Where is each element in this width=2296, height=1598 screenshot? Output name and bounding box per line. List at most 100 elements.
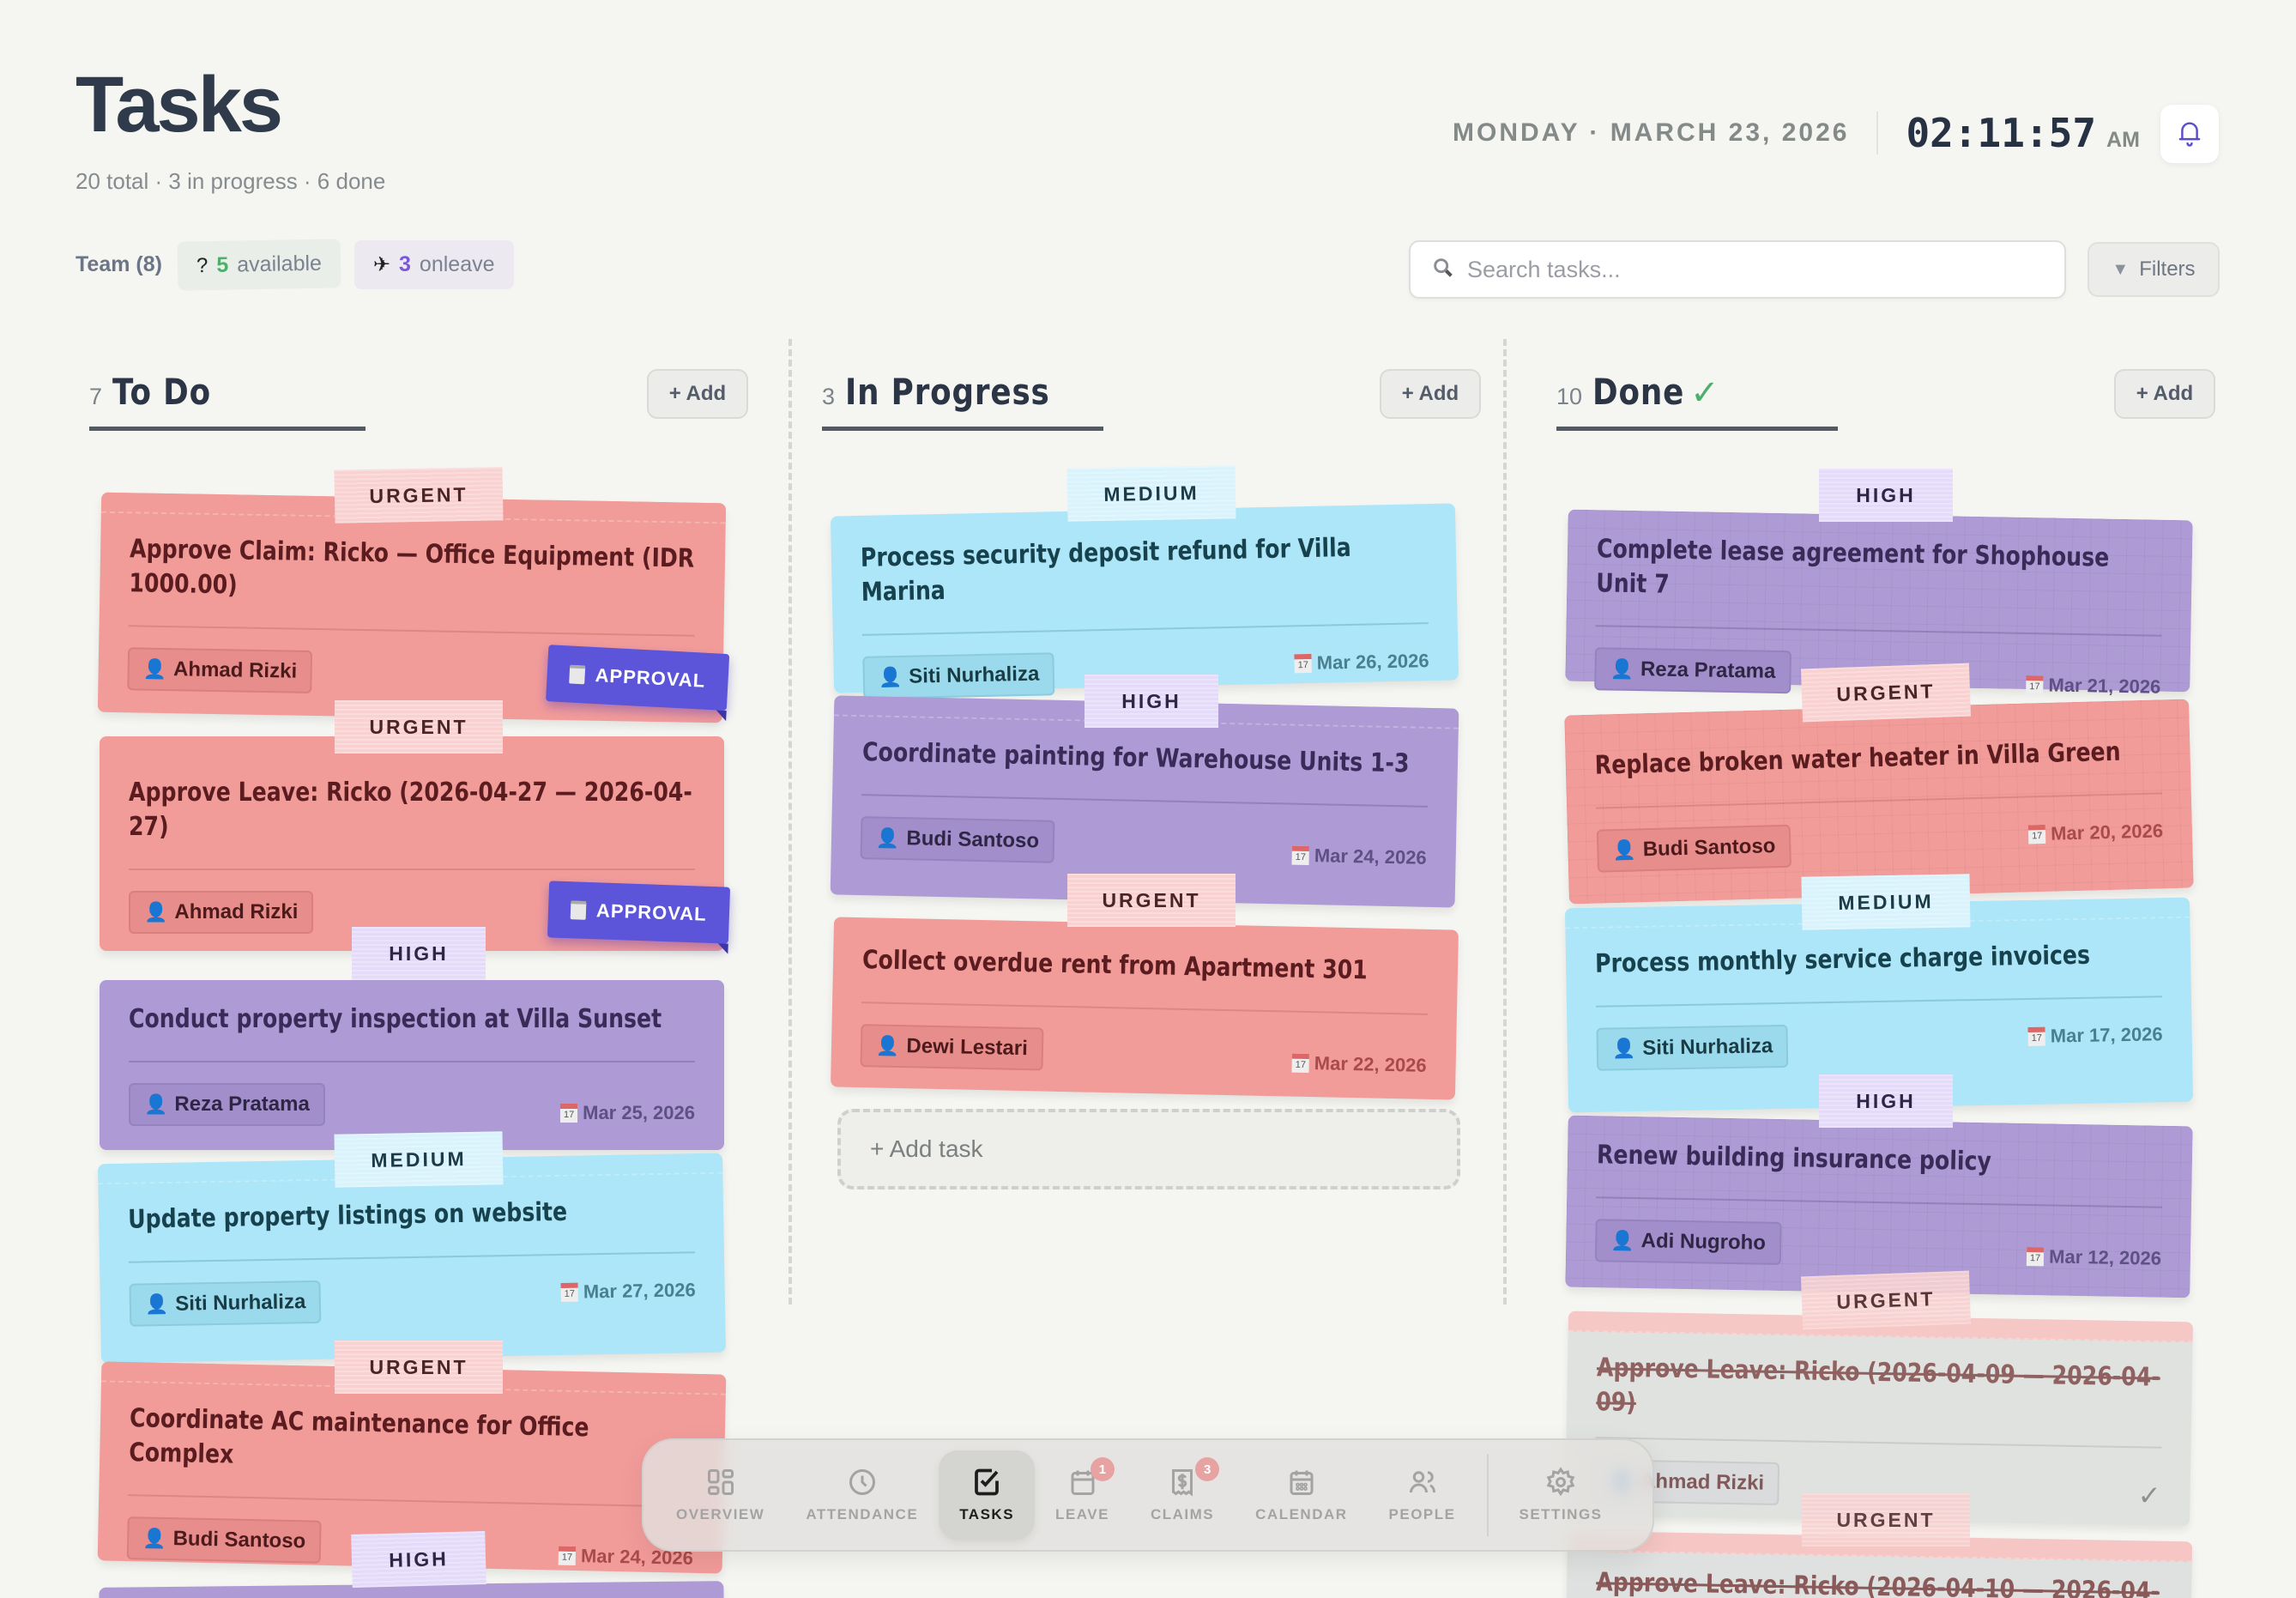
assignee-name: Adi Nugroho (1640, 1229, 1767, 1255)
task-card[interactable]: Collect overdue rent from Apartment 301 … (831, 917, 1459, 1100)
clipboard-icon (571, 900, 587, 920)
priority-tag: URGENT (334, 467, 504, 524)
priority-tag: HIGH (1819, 469, 1953, 522)
calendar-icon: 17 (2026, 1247, 2045, 1267)
person-icon: 👤 (144, 1292, 169, 1316)
add-task-button[interactable]: + Add task (837, 1109, 1460, 1189)
nav-claims[interactable]: CLAIMS 3 (1130, 1450, 1235, 1540)
task-card[interactable]: Approve Claim: Ricko — Office Equipment … (97, 492, 730, 723)
nav-settings[interactable]: SETTINGS (1499, 1450, 1623, 1540)
assignee-chip[interactable]: 👤 Reza Pratama (129, 1083, 325, 1126)
assignee-chip[interactable]: 👤 Siti Nurhaliza (862, 652, 1055, 699)
claims-badge: 3 (1195, 1457, 1220, 1481)
filters-label: Filters (2139, 257, 2196, 281)
task-title: Conduct property inspection at Villa Sun… (129, 1004, 662, 1034)
bell-icon (2178, 122, 2201, 147)
calendar-icon: 17 (1291, 845, 1310, 866)
nav-leave[interactable]: LEAVE 1 (1035, 1450, 1130, 1540)
due-date: 17 Mar 17, 2026 (2027, 1023, 2163, 1048)
assignee-chip[interactable]: 👤 Budi Santoso (860, 816, 1055, 863)
approval-badge: APPROVAL (547, 881, 731, 944)
available-count: 5 (216, 252, 229, 277)
nav-tasks[interactable]: TASKS (939, 1450, 1036, 1540)
calendar-grid-icon (1290, 1470, 1314, 1495)
column-title: Done (1592, 371, 1685, 413)
person-icon: 👤 (875, 1034, 900, 1057)
assignee-chip[interactable]: 👤 Siti Nurhaliza (129, 1280, 322, 1327)
priority-tag: URGENT (335, 1341, 503, 1394)
calendar-icon: 17 (560, 1104, 578, 1123)
team-label: Team (8) (76, 252, 162, 276)
assignee-chip[interactable]: 👤 Siti Nurhaliza (1596, 1024, 1789, 1071)
priority-tag: HIGH (1819, 1074, 1953, 1128)
nav-overview[interactable]: OVERVIEW (656, 1450, 785, 1540)
available-label: available (236, 251, 323, 277)
task-title: Collect overdue rent from Apartment 301 (861, 945, 1369, 986)
filters-button[interactable]: ▼ Filters (2088, 242, 2220, 297)
task-card[interactable]: Replace broken water heater in Villa Gre… (1564, 699, 2194, 905)
priority-tag: HIGH (1085, 675, 1218, 728)
priority-tag: HIGH (352, 927, 486, 980)
assignee-chip[interactable]: 👤Ahmad Rizki (129, 891, 314, 934)
assignee-name: Siti Nurhaliza (175, 1290, 306, 1316)
search-field[interactable] (1409, 240, 2066, 299)
assignee-chip[interactable]: 👤 Dewi Lestari (860, 1024, 1044, 1071)
column-in-progress: 3 In Progress + Add (822, 360, 1481, 431)
clock-ampm: AM (2106, 128, 2140, 152)
approval-label: APPROVAL (596, 899, 708, 925)
due-date: 17 Mar 26, 2026 (1294, 650, 1429, 675)
assignee-chip[interactable]: 👤Ahmad Rizki (127, 647, 313, 693)
filter-icon: ▼ (2112, 259, 2130, 279)
task-card[interactable]: Renew building insurance policy 👤 Adi Nug… (1565, 1115, 2193, 1298)
add-in-progress-button[interactable]: + Add (1380, 369, 1481, 419)
search-input[interactable] (1467, 256, 2025, 283)
airplane-icon: ✈ (372, 253, 391, 276)
nav-calendar[interactable]: CALENDAR (1235, 1450, 1368, 1540)
priority-tag: URGENT (1800, 663, 1972, 723)
add-done-button[interactable]: + Add (2114, 369, 2215, 419)
task-title: Renew building insurance policy (1596, 1140, 1992, 1177)
on-leave-count: 3 (399, 252, 411, 276)
due-date: 17 Mar 22, 2026 (1291, 1052, 1427, 1077)
priority-tag: MEDIUM (334, 1131, 504, 1188)
task-card[interactable]: Conduct property inspection at Villa Sun… (100, 980, 724, 1150)
task-card[interactable]: Complete lease agreement for Shophouse U… (1565, 509, 2193, 698)
nav-people[interactable]: PEOPLE (1369, 1450, 1477, 1540)
page-title: Tasks (76, 61, 283, 148)
assignee-chip[interactable]: 👤 Budi Santoso (1596, 824, 1792, 873)
add-todo-button[interactable]: + Add (647, 369, 748, 419)
assignee-chip[interactable]: 👤 Reza Pratama (1594, 647, 1791, 694)
assignee-name: Budi Santoso (1642, 834, 1776, 862)
people-icon (1409, 1471, 1435, 1493)
unknown-icon: ? (196, 253, 208, 277)
approval-label: APPROVAL (595, 664, 707, 692)
calendar-icon (1071, 1470, 1094, 1495)
person-icon: 👤 (1610, 657, 1634, 681)
assignee-chip[interactable]: 👤 Budi Santoso (126, 1516, 322, 1564)
person-icon: 👤 (1610, 1229, 1634, 1252)
team-status: Team (8) ? 5 available ✈ 3 onleave (76, 239, 514, 291)
available-chip[interactable]: ? 5 available (177, 239, 341, 291)
assignee-name: Siti Nurhaliza (908, 662, 1040, 688)
person-icon: 👤 (875, 826, 900, 850)
column-title: To Do (112, 371, 212, 413)
due-date: 17 Mar 12, 2026 (2026, 1245, 2161, 1270)
nav-attendance[interactable]: ATTENDANCE (785, 1450, 939, 1540)
task-card[interactable]: Process security deposit refund for Vill… (830, 503, 1459, 699)
assignee-chip[interactable]: 👤 Adi Nugroho (1594, 1219, 1782, 1266)
priority-tag: MEDIUM (1801, 874, 1971, 930)
task-title: Process security deposit refund for Vill… (860, 532, 1352, 608)
person-icon: 👤 (878, 665, 903, 688)
notifications-button[interactable] (2160, 105, 2219, 163)
assignee-name: Dewi Lestari (906, 1034, 1029, 1061)
column-todo: 7 To Do + Add (89, 360, 748, 431)
on-leave-chip[interactable]: ✈ 3 onleave (353, 240, 514, 289)
receipt-icon (1172, 1469, 1193, 1497)
person-icon: 👤 (144, 901, 168, 923)
bottom-nav: OVERVIEW ATTENDANCE TASKS LEAVE 1 CLAIMS… (642, 1438, 1654, 1552)
due-date: 17 Mar 25, 2026 (560, 1102, 695, 1124)
task-card[interactable]: Approve Leave: Ricko (2026-04-27 — 2026-… (100, 736, 731, 951)
checkbox-icon (975, 1468, 999, 1496)
done-check-icon: ✓ (2137, 1480, 2161, 1511)
assignee-name: Ahmad Rizki (172, 657, 298, 683)
